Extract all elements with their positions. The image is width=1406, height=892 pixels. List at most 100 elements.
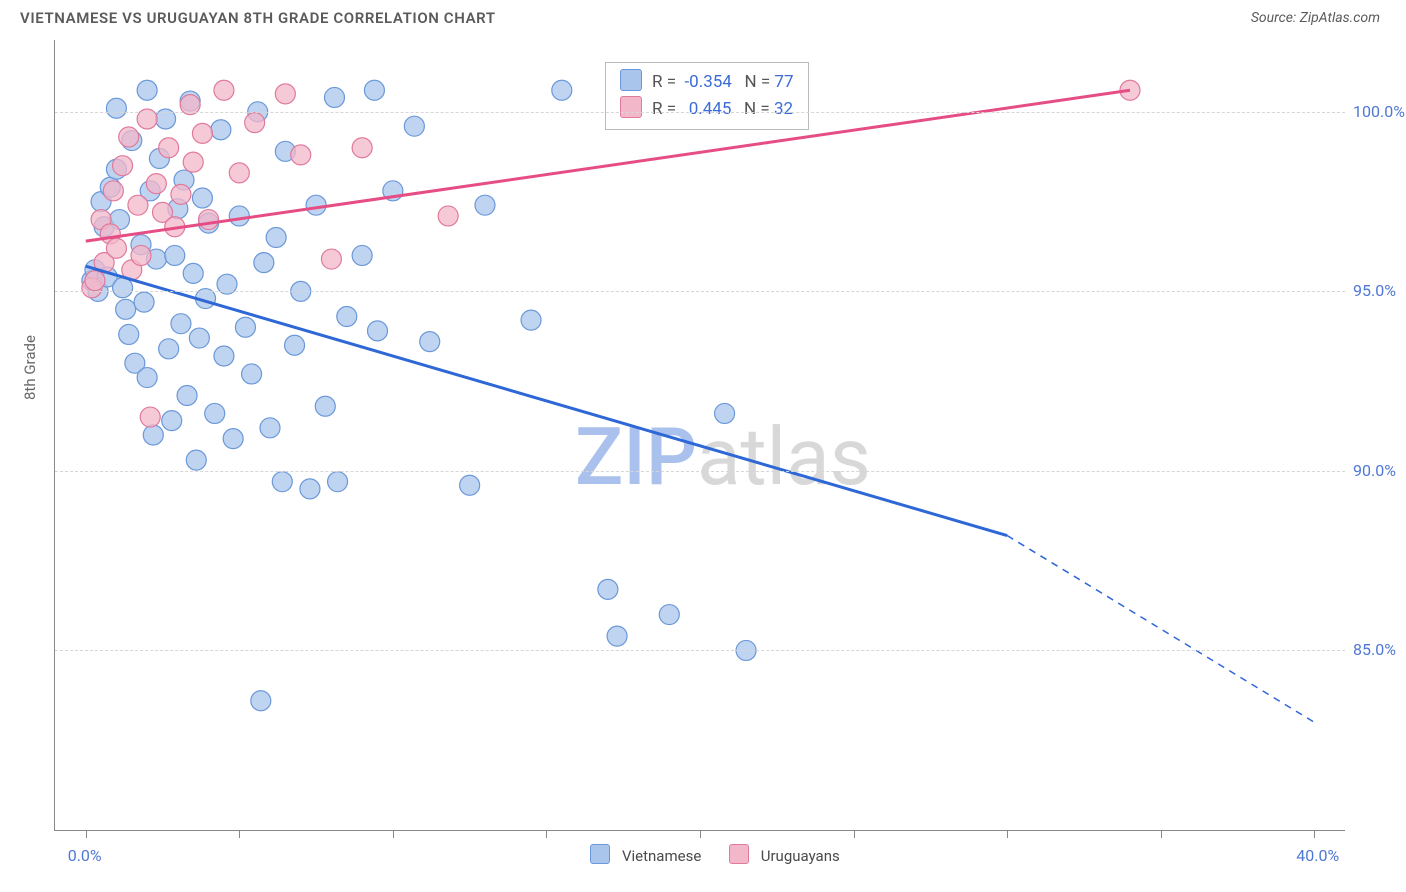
vietnamese-n-value: 77 [774, 72, 793, 92]
legend-uruguayans-label: Uruguayans [761, 847, 840, 865]
vietnamese-point [137, 368, 157, 388]
vietnamese-point [171, 314, 191, 334]
vietnamese-point [214, 346, 234, 366]
uruguayans-n-value: 32 [774, 99, 793, 119]
vietnamese-point [521, 310, 541, 330]
legend-vietnamese-swatch [590, 844, 610, 864]
vietnamese-point [659, 605, 679, 625]
vietnamese-swatch [620, 69, 642, 91]
vietnamese-point [364, 80, 384, 100]
plot-area: 8th Grade ZIPatlas R = -0.354 N = 77 R =… [54, 40, 1345, 831]
vietnamese-point [552, 80, 572, 100]
uruguayans-point [438, 206, 458, 226]
vietnamese-point [328, 472, 348, 492]
uruguayans-point [113, 156, 133, 176]
grid-line [55, 291, 1345, 292]
vietnamese-point [223, 429, 243, 449]
vietnamese-point [306, 195, 326, 215]
uruguayans-point [291, 145, 311, 165]
x-tick-mark [1007, 830, 1008, 838]
vietnamese-point [119, 324, 139, 344]
x-tick-mark [86, 830, 87, 838]
grid-line [55, 650, 1345, 651]
vietnamese-point [404, 116, 424, 136]
vietnamese-point [285, 335, 305, 355]
uruguayans-point [229, 163, 249, 183]
vietnamese-point [266, 228, 286, 248]
vietnamese-point [315, 396, 335, 416]
vietnamese-point [460, 475, 480, 495]
vietnamese-point [183, 263, 203, 283]
uruguayans-point [128, 195, 148, 215]
vietnamese-point [272, 472, 292, 492]
y-tick-label: 100.0% [1353, 102, 1406, 121]
vietnamese-point [368, 321, 388, 341]
vietnamese-point [229, 206, 249, 226]
vietnamese-point [205, 403, 225, 423]
vietnamese-point [475, 195, 495, 215]
vietnamese-point [116, 299, 136, 319]
uruguayans-point [192, 123, 212, 143]
vietnamese-point [192, 188, 212, 208]
vietnamese-point [420, 332, 440, 352]
chart-title: VIETNAMESE VS URUGUAYAN 8TH GRADE CORREL… [20, 9, 496, 27]
x-tick-mark [239, 830, 240, 838]
uruguayans-point [183, 152, 203, 172]
uruguayans-point [106, 238, 126, 258]
vietnamese-point [325, 87, 345, 107]
x-tick-mark [854, 830, 855, 838]
correlation-row-vietnamese: R = -0.354 N = 77 [620, 69, 794, 96]
vietnamese-point [159, 339, 179, 359]
uruguayans-point [159, 138, 179, 158]
y-tick-label: 85.0% [1353, 640, 1406, 659]
vietnamese-point [211, 120, 231, 140]
vietnamese-point [137, 80, 157, 100]
vietnamese-point [165, 245, 185, 265]
source-label: Source: ZipAtlas.com [1251, 10, 1380, 26]
vietnamese-point [186, 450, 206, 470]
title-bar: VIETNAMESE VS URUGUAYAN 8TH GRADE CORREL… [20, 8, 1386, 36]
uruguayans-point [275, 84, 295, 104]
vietnamese-point [715, 403, 735, 423]
vietnamese-point [337, 307, 357, 327]
x-tick-mark [700, 830, 701, 838]
uruguayans-point [214, 80, 234, 100]
uruguayans-point [146, 174, 166, 194]
vietnamese-point [134, 292, 154, 312]
uruguayans-point [140, 407, 160, 427]
correlation-row-uruguayans: R = 0.445 N = 32 [620, 96, 794, 123]
vietnamese-point [113, 278, 133, 298]
legend-vietnamese-label: Vietnamese [622, 847, 701, 865]
uruguayans-r-value: 0.445 [689, 99, 732, 119]
grid-line [55, 471, 1345, 472]
vietnamese-point [235, 317, 255, 337]
vietnamese-point [598, 579, 618, 599]
uruguayans-point [85, 271, 105, 291]
x-tick-mark [393, 830, 394, 838]
uruguayans-point [352, 138, 372, 158]
x-tick-mark [546, 830, 547, 838]
uruguayans-point [103, 181, 123, 201]
uruguayans-point [131, 245, 151, 265]
vietnamese-point [189, 328, 209, 348]
vietnamese-point [300, 479, 320, 499]
vietnamese-point [242, 364, 262, 384]
vietnamese-point [162, 411, 182, 431]
vietnamese-point [106, 98, 126, 118]
x-tick-mark [1161, 830, 1162, 838]
vietnamese-r-value: -0.354 [684, 72, 731, 92]
uruguayans-point [119, 127, 139, 147]
vietnamese-point [251, 691, 271, 711]
y-tick-label: 90.0% [1353, 461, 1406, 480]
grid-line [55, 112, 1345, 113]
vietnamese-regression-line [86, 266, 1007, 535]
uruguayans-point [245, 113, 265, 133]
legend-uruguayans-swatch [729, 844, 749, 864]
vietnamese-regression-extrapolation [1007, 536, 1314, 723]
chart-svg [55, 40, 1345, 830]
x-tick-mark [1314, 830, 1315, 838]
bottom-legend: Vietnamese Uruguayans [0, 844, 1406, 865]
uruguayans-point [171, 184, 191, 204]
vietnamese-point [352, 245, 372, 265]
y-tick-label: 95.0% [1353, 281, 1406, 300]
